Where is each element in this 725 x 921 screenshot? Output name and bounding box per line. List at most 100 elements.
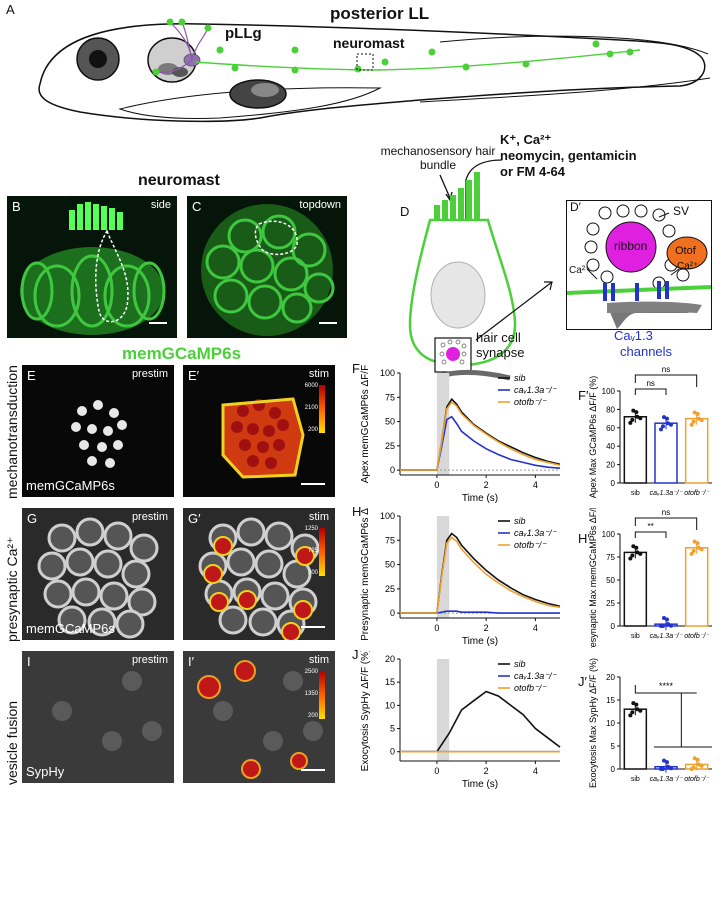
data-point [661,624,665,628]
drugs-label: neomycin, gentamicin [500,148,637,163]
sypHy-background [22,651,174,783]
hair-bundle-spot [71,422,81,432]
y-tick-label: 100 [602,387,616,396]
hair-cell-synapse-label: hair cell synapse [476,330,525,360]
data-point [696,416,701,421]
prestim-tag: prestim [131,368,168,380]
y-tick-label: 15 [385,677,395,687]
x-tick-label: 0 [434,623,439,633]
cell-texture [122,671,142,691]
data-point [662,758,666,763]
bar-panel-letter: J′ [578,674,587,689]
hair-bundle-spot [79,440,89,450]
hot-spot [257,441,269,453]
prestim-micrograph [22,651,174,783]
data-point [699,547,704,552]
data-point [630,417,635,422]
stim-heatmap [221,397,305,479]
colorbar-max-label: 2500 [304,669,318,675]
x-tick-label: 4 [533,623,538,633]
data-point [665,416,669,421]
panel-letter-d: D [400,204,410,219]
y-axis-label: Presynaptic memGCaMP6s ΔF/F [360,508,371,641]
presynaptic-hotspot [293,600,313,620]
colorbar [319,671,325,719]
hair-cell-diagram [408,159,553,381]
data-point [695,541,700,546]
bar-chart: 0 20 40 60 80 100 Apex Max GCaMP6s ΔF/F (%) sib… [588,365,712,499]
y-tick-label: 50 [606,576,615,585]
category-label: sib [631,633,640,640]
legend-label: otofb⁻/⁻ [514,397,547,407]
sig-label: **** [659,681,674,691]
data-point [669,422,673,427]
sig-label: ns [662,365,670,374]
hot-spot [263,425,275,437]
x-tick-label: 0 [434,766,439,776]
cell-texture [303,721,323,741]
y-axis-label: Apex Max GCaMP6s ΔF/F (%) [588,376,598,499]
topdown-view-tag: topdown [299,199,341,211]
exocytosis-hotspot [290,752,308,770]
stim-image: I′ stim 2500 1350 200 [183,651,335,783]
data-point [692,539,697,544]
zebrafish-larva-diagram [38,18,710,123]
y-tick-label: 0 [390,608,395,618]
hot-spot [247,423,259,435]
cell-outline [103,521,133,551]
y-tick-label: 60 [606,424,615,433]
series-line [400,415,561,471]
presynaptic-hotspot [203,564,223,584]
sig-label: ns [646,379,654,388]
data-point [631,544,636,549]
memgcamp6s-caption: memGCaMP6s [122,344,242,363]
sig-bracket [634,374,698,387]
stim-tag: stim [308,511,329,523]
x-axis-label: Time (s) [462,493,498,504]
hot-spot [277,419,289,431]
cell-texture [283,671,303,691]
colorbar-mid-label: 725 [307,548,318,554]
hot-spot [237,405,249,417]
y-tick-label: 25 [385,441,395,451]
trace-chart: 0 25 50 75 100 0 2 4 Time (s) Apex memGCaMP6s ΔF/… [360,365,561,504]
y-tick-label: 25 [606,599,615,608]
data-point [661,424,665,429]
panel-letter-c: C [192,199,202,214]
cell-outline [43,579,73,609]
panel-letter-a: A [6,2,15,17]
y-tick-label: 40 [606,442,615,451]
otof-label: Otof [675,245,696,257]
data-point [695,412,700,416]
data-point [634,545,639,550]
hair-bundle-label: mechanosensory hair bundle [380,144,496,172]
panel-letter-prime: E′ [188,368,200,383]
y-tick-label: 100 [602,530,616,539]
legend-label: otofb⁻/⁻ [514,540,547,550]
y-tick-label: 0 [611,479,616,488]
sig-bracket [634,388,667,395]
hair-bundle-spot [77,406,87,416]
legend-label: caᵥ1.3a⁻/⁻ [514,385,557,395]
sig-label: ns [662,508,670,517]
category-label: caᵥ1.3a⁻/⁻ [650,776,684,783]
reporter-label: SypHy [26,764,65,779]
data-point [666,622,670,627]
bar-panel-letter: F′ [578,388,589,403]
synapse-inset-diagram [567,204,711,329]
data-point [634,702,639,707]
hot-spot [269,407,281,419]
colorbar-min-label: 200 [307,427,318,433]
scale-bar [319,322,337,324]
stim-heatmap [198,517,320,640]
row-label: presynaptic Ca²⁺ [4,536,20,642]
neuromast-topdown-image [201,204,335,336]
image-panel-c: C topdown [187,196,347,338]
panel-letter: E [27,368,36,383]
cell-outline [254,549,284,579]
panel-letter-d-prime: D′ [570,200,581,214]
scale-bar [149,322,167,324]
x-tick-label: 0 [434,480,439,490]
bar-panel-letter: H′ [578,531,590,546]
